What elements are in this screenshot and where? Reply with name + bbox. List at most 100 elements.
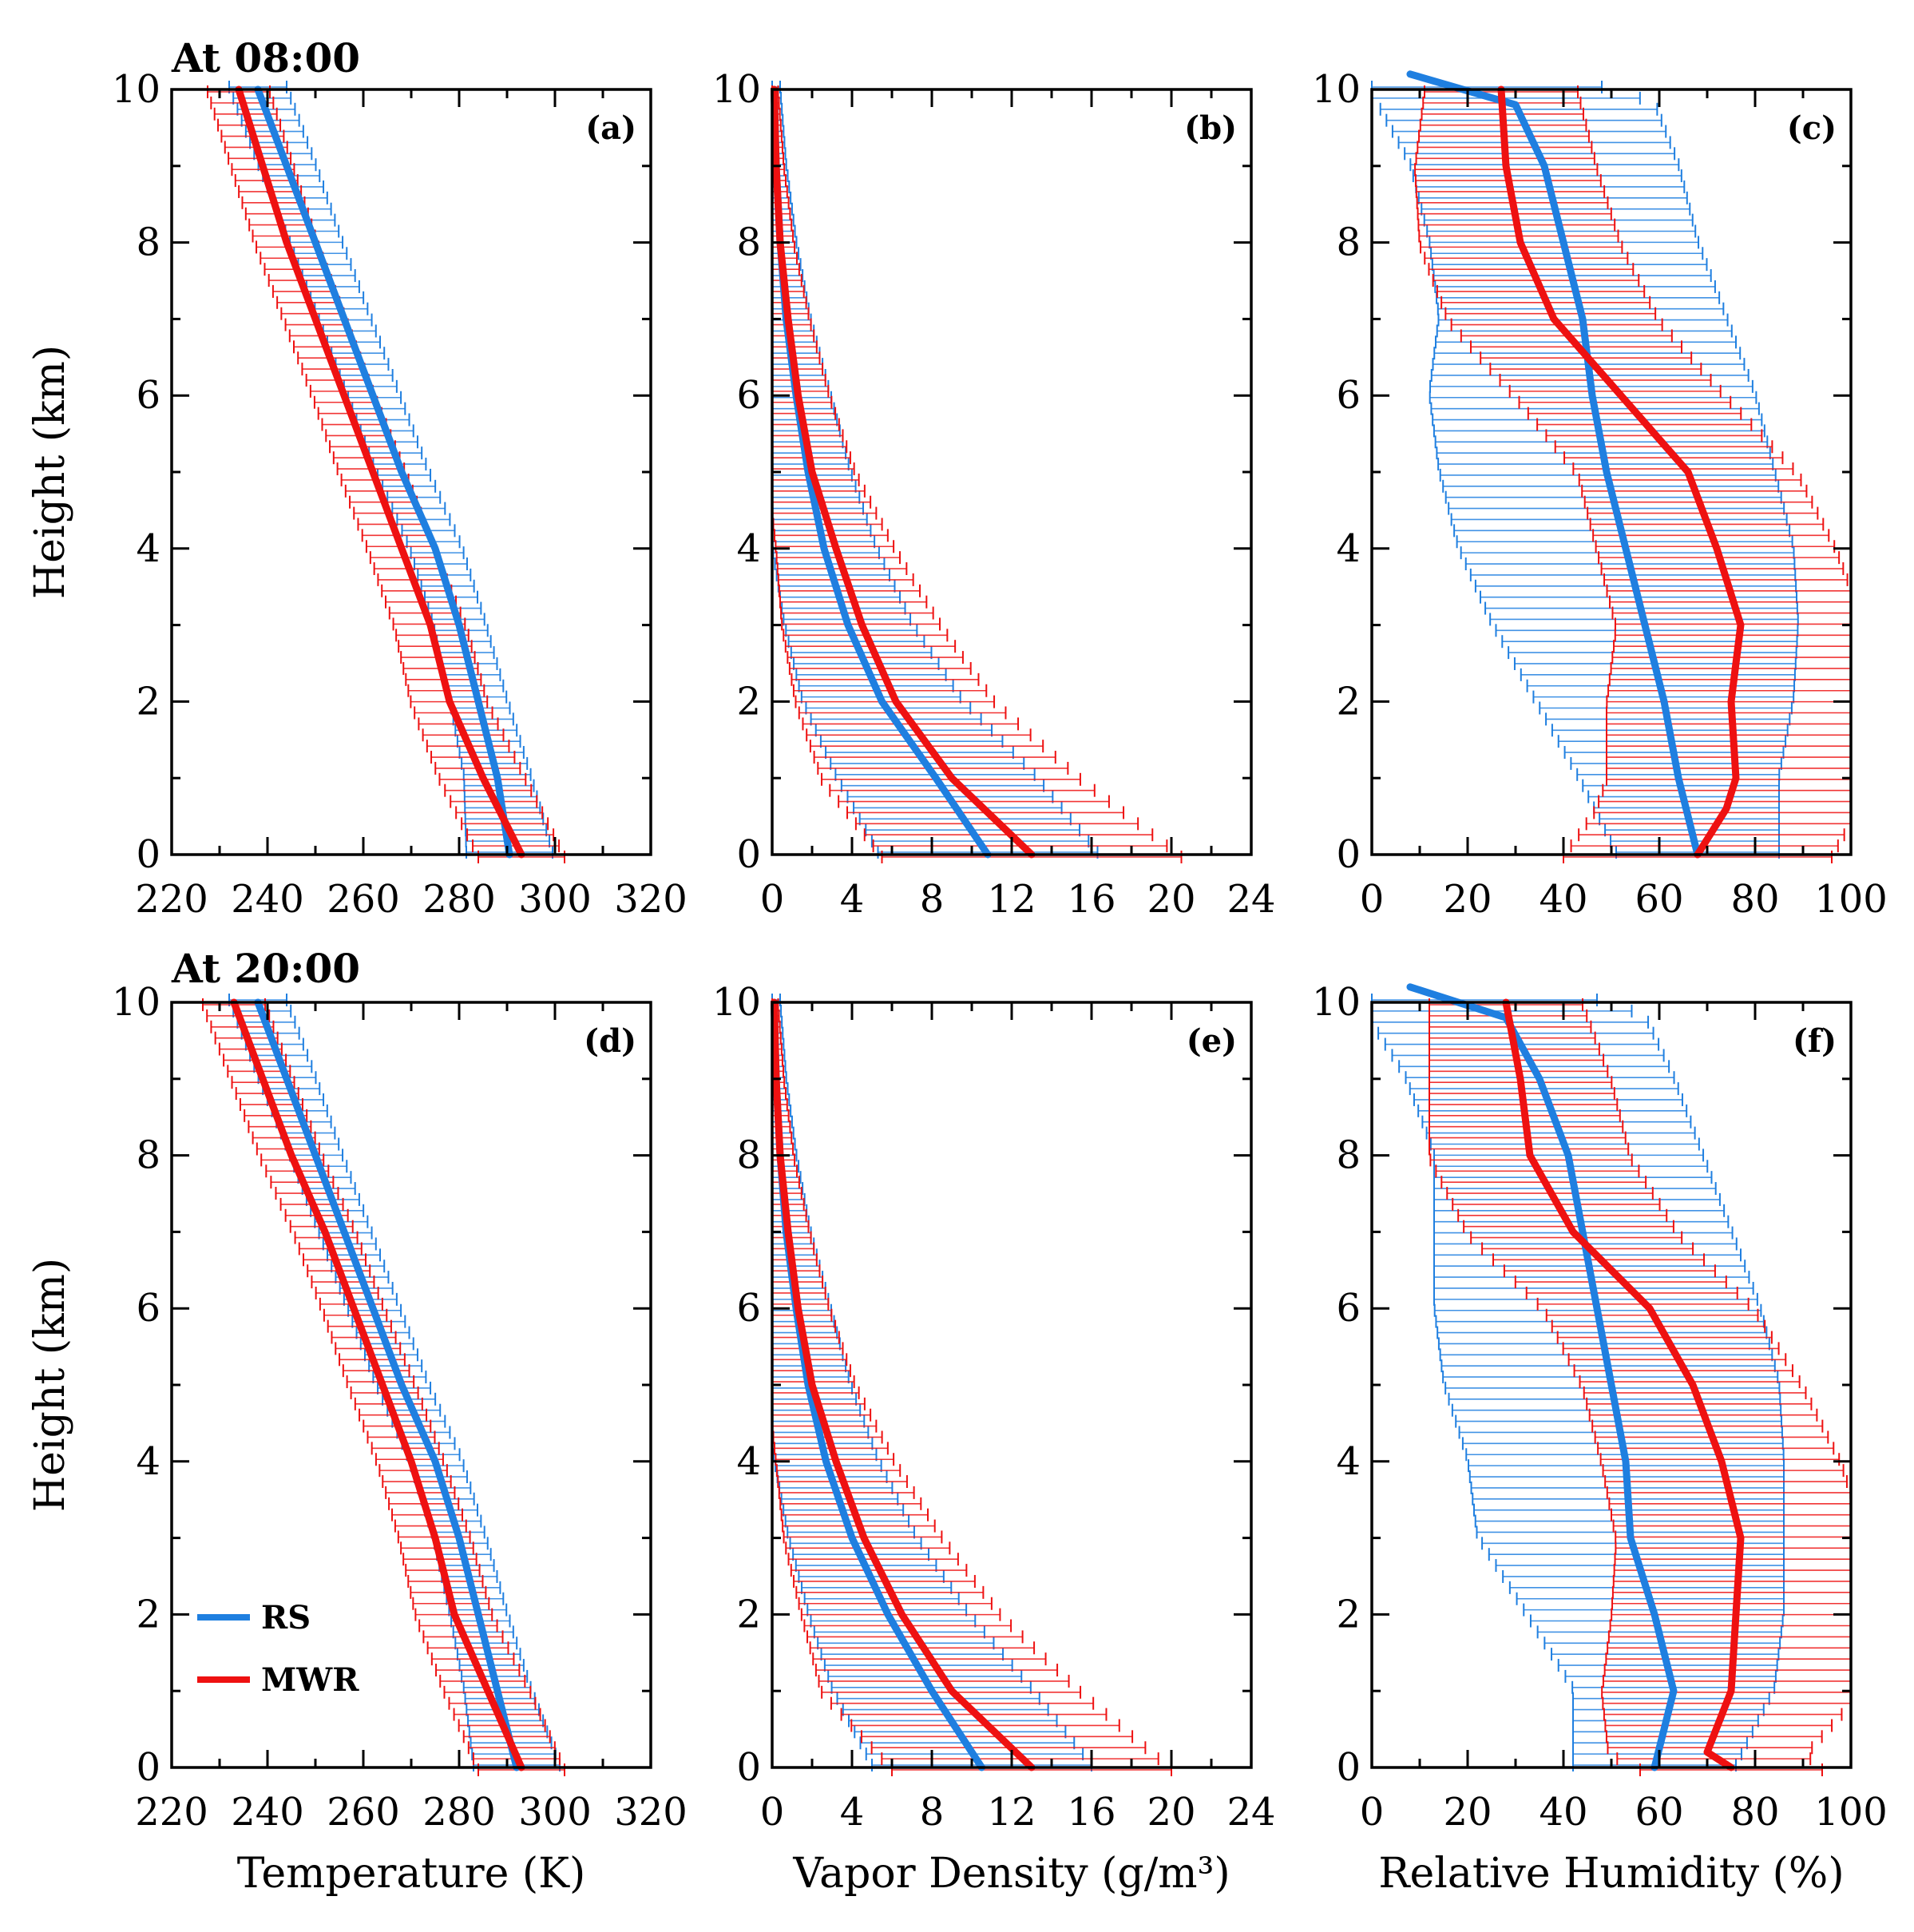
errorbars-rs <box>228 81 553 859</box>
y-tick-label: 10 <box>112 980 160 1025</box>
plot-frame <box>771 1001 1253 1769</box>
x-tick-label: 40 <box>1539 877 1587 922</box>
x-tick-label: 12 <box>987 1790 1036 1835</box>
y-tick-label: 2 <box>736 1592 761 1636</box>
y-tick-label: 10 <box>1312 67 1361 112</box>
y-tick-label: 4 <box>136 1439 160 1484</box>
series-line-mwr <box>771 85 1036 859</box>
x-tick-label: 16 <box>1067 1790 1116 1835</box>
y-tick-label: 4 <box>736 526 761 571</box>
y-tick-label: 8 <box>1336 1133 1361 1178</box>
plot-frame <box>170 1001 652 1769</box>
row-title-2000: At 20:00 <box>171 945 360 992</box>
x-tick-label: 300 <box>518 1790 592 1835</box>
y-tick-label: 0 <box>136 832 160 877</box>
x-tick-label: 40 <box>1539 1790 1587 1835</box>
x-tick-label: 240 <box>231 1790 304 1835</box>
x-tick-label: 80 <box>1730 877 1779 922</box>
x-tick-label: 60 <box>1635 877 1683 922</box>
x-tick-label: 20 <box>1147 877 1195 922</box>
y-tick-label: 10 <box>1312 980 1361 1025</box>
panel-label: (d) <box>584 1022 636 1060</box>
y-tick-label: 0 <box>736 832 761 877</box>
x-tick-label: 4 <box>840 877 865 922</box>
series-line-rs <box>771 998 985 1771</box>
x-tick-label: 60 <box>1635 1790 1683 1835</box>
x-tick-label: 12 <box>987 877 1036 922</box>
x-tick-label: 24 <box>1226 877 1275 922</box>
errorbars-mwr <box>1429 998 1852 1776</box>
plot-frame <box>771 88 1253 856</box>
panel-label: (b) <box>1184 109 1237 147</box>
x-tick-label: 20 <box>1443 877 1492 922</box>
plot-frame <box>1370 88 1853 856</box>
y-tick-label: 0 <box>1336 832 1361 877</box>
y-tick-label: 6 <box>736 373 761 418</box>
x-tick-label: 100 <box>1814 1790 1888 1835</box>
x-tick-label: 220 <box>135 1790 208 1835</box>
x-tick-label: 300 <box>518 877 592 922</box>
panel-label: (c) <box>1787 109 1837 147</box>
errorbars-mwr <box>771 85 1183 863</box>
series-line-mwr <box>235 85 525 859</box>
y-tick-label: 2 <box>1336 1592 1361 1636</box>
x-tick-label: 240 <box>231 877 304 922</box>
y-tick-label: 4 <box>1336 1439 1361 1484</box>
y-tick-label: 2 <box>1336 679 1361 724</box>
x-tick-label: 24 <box>1226 1790 1275 1835</box>
plot-frame <box>170 88 652 856</box>
legend: RS MWR <box>197 1599 359 1699</box>
x-tick-label: 4 <box>840 1790 865 1835</box>
y-tick-label: 8 <box>1336 220 1361 265</box>
errorbars-rs <box>1371 994 1785 1771</box>
panel-label: (a) <box>585 109 636 147</box>
y-tick-label: 6 <box>136 1286 160 1331</box>
y-tick-label: 0 <box>136 1745 160 1790</box>
x-tick-label: 20 <box>1443 1790 1492 1835</box>
x-tick-label: 320 <box>614 877 688 922</box>
series-line-mwr <box>771 998 1036 1771</box>
y-tick-label: 10 <box>712 980 761 1025</box>
x-tick-label: 8 <box>920 1790 945 1835</box>
x-axis-label: Temperature (K) <box>237 1850 586 1898</box>
y-tick-label: 8 <box>136 220 160 265</box>
row-title-0800: At 08:00 <box>171 34 360 81</box>
y-tick-label: 8 <box>136 1133 160 1178</box>
y-tick-label: 8 <box>736 220 761 265</box>
x-tick-label: 220 <box>135 877 208 922</box>
y-axis-label: Height (km) <box>26 345 74 599</box>
panel-label: (f) <box>1793 1022 1837 1060</box>
x-tick-label: 16 <box>1067 877 1116 922</box>
y-tick-label: 6 <box>1336 373 1361 418</box>
x-tick-label: 260 <box>327 1790 400 1835</box>
y-tick-label: 2 <box>136 1592 160 1636</box>
errorbars-mwr <box>771 998 1172 1776</box>
y-tick-label: 6 <box>1336 1286 1361 1331</box>
x-tick-label: 280 <box>422 1790 496 1835</box>
y-tick-label: 2 <box>736 679 761 724</box>
series-line-rs <box>1406 70 1702 859</box>
legend-label-mwr: MWR <box>261 1661 359 1699</box>
y-tick-label: 6 <box>136 373 160 418</box>
y-tick-label: 10 <box>712 67 761 112</box>
series-line-rs <box>254 85 513 859</box>
series-line-mwr <box>230 998 525 1771</box>
errorbars-rs <box>228 994 561 1771</box>
panel-label: (e) <box>1187 1022 1237 1060</box>
y-tick-label: 0 <box>736 1745 761 1790</box>
series-line-mwr <box>1497 85 1745 859</box>
y-tick-label: 10 <box>112 67 160 112</box>
series-line-rs <box>254 998 521 1771</box>
legend-label-rs: RS <box>261 1599 311 1636</box>
x-tick-label: 0 <box>1360 1790 1385 1835</box>
panel-a: 0 2 4 6 8 10 220 240 260 280 300 320 (a) Height (km) <box>26 67 688 922</box>
x-tick-label: 0 <box>760 877 785 922</box>
series-line-rs <box>1406 983 1678 1771</box>
y-tick-label: 4 <box>736 1439 761 1484</box>
x-tick-label: 0 <box>1360 877 1385 922</box>
